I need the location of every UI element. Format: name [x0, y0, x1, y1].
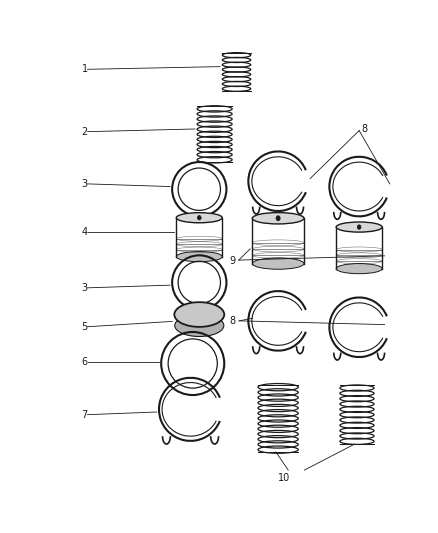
Ellipse shape — [176, 252, 223, 262]
Text: 8: 8 — [361, 124, 367, 134]
Text: 8: 8 — [230, 316, 236, 326]
Text: 6: 6 — [81, 358, 88, 367]
Text: 1: 1 — [81, 64, 88, 74]
Circle shape — [357, 225, 361, 229]
Circle shape — [276, 216, 280, 221]
Text: 9: 9 — [230, 256, 236, 266]
Ellipse shape — [252, 213, 304, 224]
Text: 10: 10 — [278, 473, 290, 483]
Text: 2: 2 — [81, 127, 88, 136]
Text: 5: 5 — [81, 322, 88, 332]
Circle shape — [198, 215, 201, 220]
Text: 4: 4 — [81, 227, 88, 237]
Text: 3: 3 — [81, 283, 88, 293]
Text: 7: 7 — [81, 410, 88, 419]
Ellipse shape — [336, 222, 382, 232]
Ellipse shape — [252, 258, 304, 269]
Ellipse shape — [336, 264, 382, 273]
Ellipse shape — [174, 302, 224, 327]
Text: 3: 3 — [81, 179, 88, 189]
Ellipse shape — [175, 314, 224, 336]
Ellipse shape — [176, 213, 223, 223]
